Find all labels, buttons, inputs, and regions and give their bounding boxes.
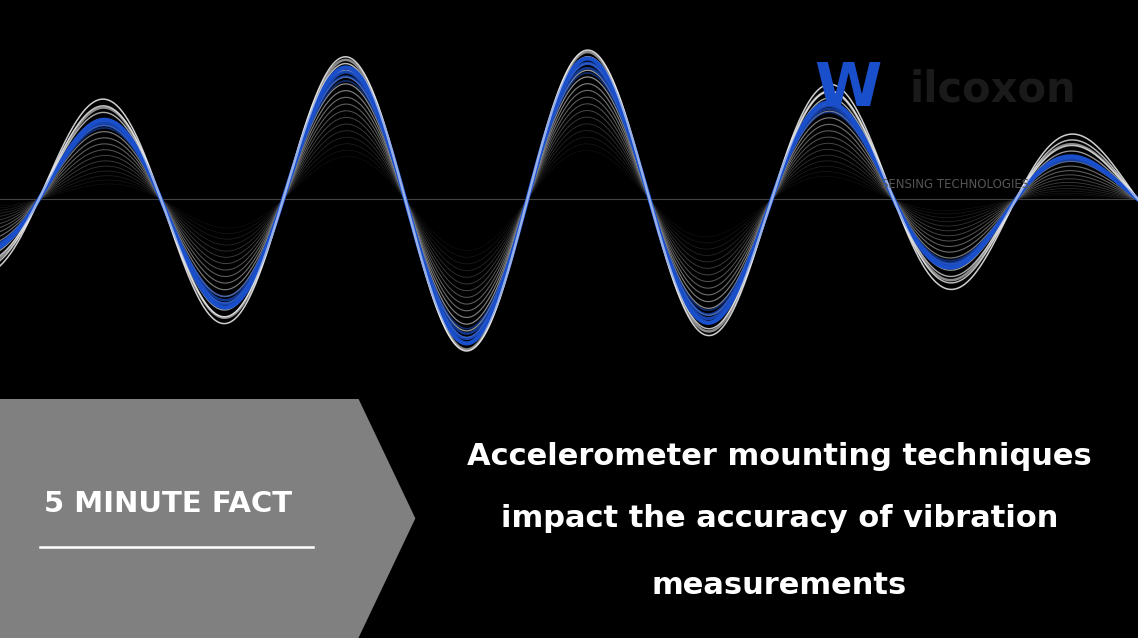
- Text: W: W: [815, 61, 882, 119]
- Text: impact the accuracy of vibration: impact the accuracy of vibration: [501, 504, 1058, 533]
- Text: 5 MINUTE FACT: 5 MINUTE FACT: [44, 490, 292, 518]
- Text: measurements: measurements: [652, 571, 907, 600]
- Polygon shape: [0, 399, 415, 638]
- Text: Accelerometer mounting techniques: Accelerometer mounting techniques: [468, 441, 1091, 471]
- Text: SENSING TECHNOLOGIES: SENSING TECHNOLOGIES: [881, 178, 1029, 191]
- Text: ilcoxon: ilcoxon: [909, 69, 1075, 111]
